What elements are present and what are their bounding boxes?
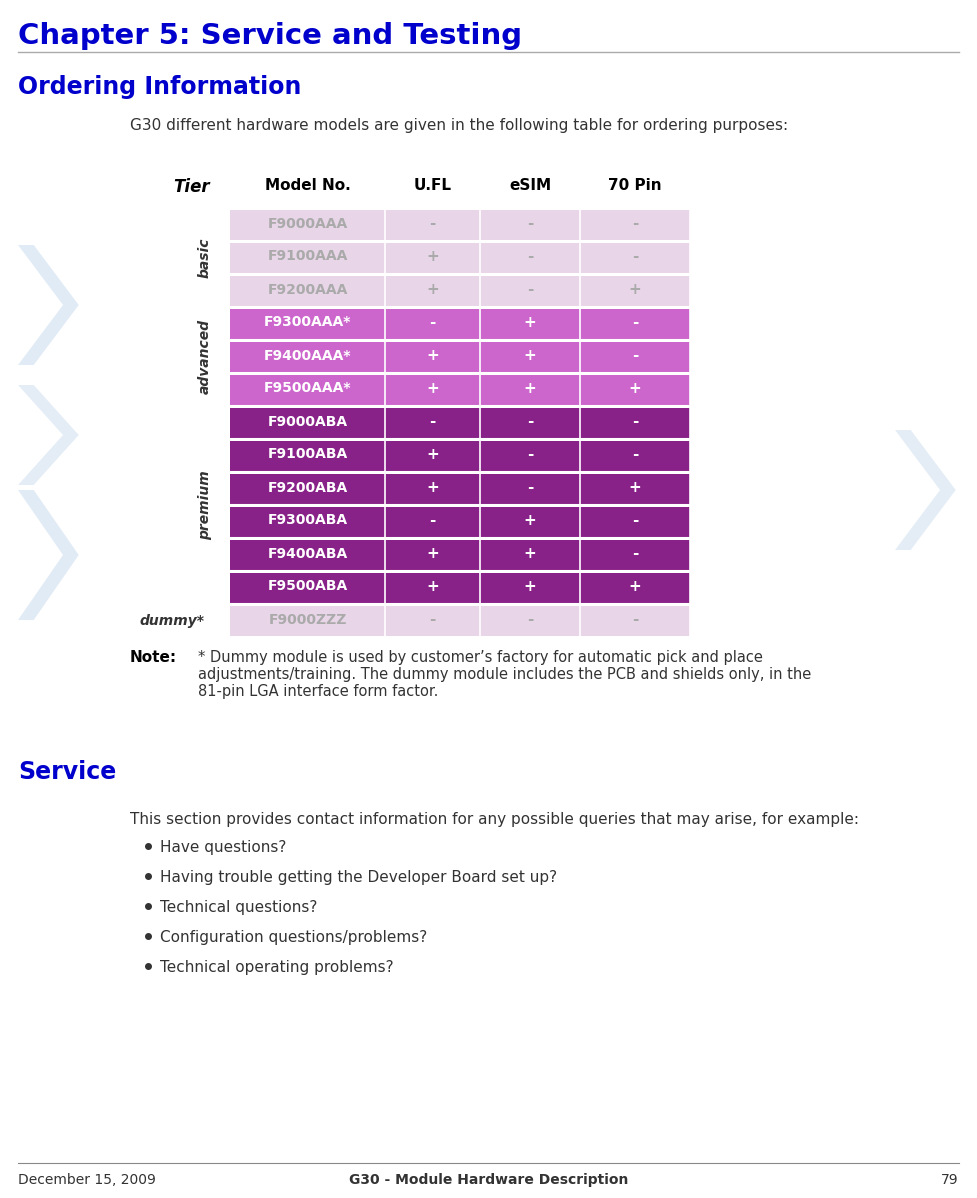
Text: -: - [429, 216, 436, 231]
Text: +: + [426, 249, 439, 264]
Text: advanced: advanced [198, 319, 212, 394]
Text: -: - [632, 447, 638, 462]
Text: +: + [426, 347, 439, 363]
Text: F9500AAA*: F9500AAA* [264, 381, 352, 395]
Bar [230, 210, 690, 241]
Text: -: - [527, 415, 533, 429]
Text: basic: basic [198, 237, 212, 278]
Text: G30 - Module Hardware Description: G30 - Module Hardware Description [349, 1173, 628, 1187]
Text: F9500ABA: F9500ABA [268, 580, 348, 593]
Text: -: - [632, 216, 638, 231]
Text: adjustments/training. The dummy module includes the PCB and shields only, in the: adjustments/training. The dummy module i… [198, 667, 811, 682]
Text: dummy*: dummy* [140, 613, 205, 628]
Text: F9200ABA: F9200ABA [268, 480, 348, 495]
Text: +: + [628, 381, 641, 397]
Bar [230, 375, 690, 406]
Text: Tier: Tier [173, 179, 210, 196]
Text: -: - [429, 612, 436, 627]
Text: -: - [632, 347, 638, 363]
Bar [230, 540, 690, 571]
Text: G30 different hardware models are given in the following table for ordering purp: G30 different hardware models are given … [130, 117, 788, 133]
Text: F9000ZZZ: F9000ZZZ [269, 612, 347, 627]
Text: -: - [632, 415, 638, 429]
Text: -: - [632, 612, 638, 627]
Text: +: + [524, 546, 536, 561]
Polygon shape [18, 246, 79, 365]
Text: +: + [426, 579, 439, 594]
Text: Model No.: Model No. [265, 179, 351, 193]
Text: F9100ABA: F9100ABA [268, 448, 348, 461]
Text: +: + [628, 282, 641, 297]
Text: Technical questions?: Technical questions? [160, 900, 318, 915]
Text: 79: 79 [942, 1173, 959, 1187]
Bar [230, 341, 690, 373]
Text: eSIM: eSIM [509, 179, 551, 193]
Bar [230, 606, 690, 637]
Text: Configuration questions/problems?: Configuration questions/problems? [160, 930, 427, 945]
Text: +: + [524, 315, 536, 329]
Text: F9000ABA: F9000ABA [268, 415, 348, 429]
Polygon shape [895, 430, 956, 550]
Text: +: + [628, 480, 641, 495]
Text: Note:: Note: [130, 651, 177, 665]
Text: +: + [524, 381, 536, 397]
Text: F9100AAA: F9100AAA [268, 249, 348, 264]
Text: F9000AAA: F9000AAA [268, 217, 348, 230]
Bar [230, 441, 690, 472]
Text: F9200AAA: F9200AAA [268, 283, 348, 296]
Text: +: + [628, 579, 641, 594]
Text: -: - [527, 216, 533, 231]
Bar [230, 243, 690, 274]
Bar [230, 309, 690, 340]
Text: -: - [429, 513, 436, 528]
Text: -: - [527, 249, 533, 264]
Text: Have questions?: Have questions? [160, 840, 286, 855]
Text: +: + [524, 347, 536, 363]
Text: -: - [632, 513, 638, 528]
Text: This section provides contact information for any possible queries that may aris: This section provides contact informatio… [130, 812, 859, 827]
Text: +: + [426, 546, 439, 561]
Text: -: - [632, 315, 638, 329]
Text: +: + [524, 579, 536, 594]
Text: premium: premium [198, 470, 212, 540]
Text: Chapter 5: Service and Testing: Chapter 5: Service and Testing [18, 22, 522, 50]
Text: -: - [632, 546, 638, 561]
Polygon shape [18, 490, 79, 621]
Text: F9300ABA: F9300ABA [268, 514, 348, 527]
Text: Technical operating problems?: Technical operating problems? [160, 960, 394, 975]
Bar [230, 474, 690, 506]
Text: 70 Pin: 70 Pin [609, 179, 661, 193]
Text: +: + [524, 513, 536, 528]
Text: -: - [429, 315, 436, 329]
Text: +: + [426, 282, 439, 297]
Text: F9400AAA*: F9400AAA* [264, 349, 352, 363]
Bar [230, 507, 690, 538]
Text: -: - [527, 282, 533, 297]
Text: -: - [527, 447, 533, 462]
Text: 81-pin LGA interface form factor.: 81-pin LGA interface form factor. [198, 684, 439, 698]
Text: +: + [426, 381, 439, 397]
Bar [230, 409, 690, 438]
Text: -: - [632, 249, 638, 264]
Text: U.FL: U.FL [413, 179, 451, 193]
Text: -: - [429, 415, 436, 429]
Text: F9400ABA: F9400ABA [268, 546, 348, 561]
Text: December 15, 2009: December 15, 2009 [18, 1173, 156, 1187]
Text: F9300AAA*: F9300AAA* [264, 315, 351, 329]
Text: * Dummy module is used by customer’s factory for automatic pick and place: * Dummy module is used by customer’s fac… [198, 651, 763, 665]
Bar [230, 276, 690, 307]
Text: Having trouble getting the Developer Board set up?: Having trouble getting the Developer Boa… [160, 870, 557, 885]
Polygon shape [18, 385, 79, 485]
Bar [230, 573, 690, 604]
Text: -: - [527, 612, 533, 627]
Text: Ordering Information: Ordering Information [18, 75, 301, 99]
Text: +: + [426, 480, 439, 495]
Text: Service: Service [18, 760, 116, 783]
Text: -: - [527, 480, 533, 495]
Text: +: + [426, 447, 439, 462]
